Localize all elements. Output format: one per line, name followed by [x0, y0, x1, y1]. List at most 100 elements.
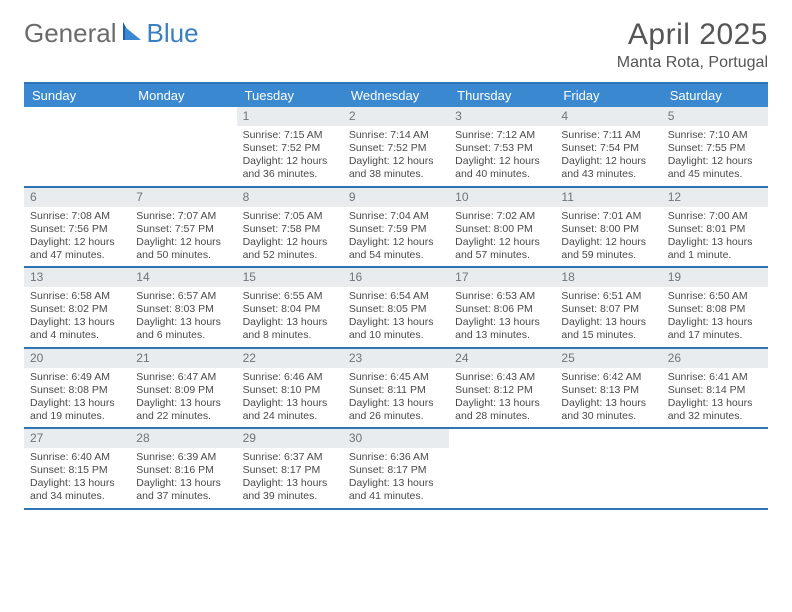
daylight-text: Daylight: 12 hours and 38 minutes.	[349, 155, 443, 181]
day-body: Sunrise: 6:55 AMSunset: 8:04 PMDaylight:…	[237, 287, 343, 347]
day-number: 3	[449, 107, 555, 126]
daylight-text: Daylight: 13 hours and 28 minutes.	[455, 397, 549, 423]
sunset-text: Sunset: 8:05 PM	[349, 303, 443, 316]
day-cell: 26Sunrise: 6:41 AMSunset: 8:14 PMDayligh…	[662, 349, 768, 428]
daylight-text: Daylight: 12 hours and 40 minutes.	[455, 155, 549, 181]
day-body: Sunrise: 6:54 AMSunset: 8:05 PMDaylight:…	[343, 287, 449, 347]
day-number: 11	[555, 188, 661, 207]
weekday-header: Sunday	[24, 84, 130, 107]
daylight-text: Daylight: 13 hours and 13 minutes.	[455, 316, 549, 342]
day-number: 20	[24, 349, 130, 368]
empty-cell	[130, 107, 236, 186]
sunset-text: Sunset: 8:01 PM	[668, 223, 762, 236]
daylight-text: Daylight: 13 hours and 15 minutes.	[561, 316, 655, 342]
daylight-text: Daylight: 12 hours and 52 minutes.	[243, 236, 337, 262]
sunrise-text: Sunrise: 6:55 AM	[243, 290, 337, 303]
day-body: Sunrise: 7:15 AMSunset: 7:52 PMDaylight:…	[237, 126, 343, 186]
sunrise-text: Sunrise: 7:15 AM	[243, 129, 337, 142]
daylight-text: Daylight: 12 hours and 36 minutes.	[243, 155, 337, 181]
day-number: 1	[237, 107, 343, 126]
sunset-text: Sunset: 7:55 PM	[668, 142, 762, 155]
day-number: 5	[662, 107, 768, 126]
sunset-text: Sunset: 8:17 PM	[349, 464, 443, 477]
sunrise-text: Sunrise: 6:54 AM	[349, 290, 443, 303]
day-number: 2	[343, 107, 449, 126]
weeks-container: 1Sunrise: 7:15 AMSunset: 7:52 PMDaylight…	[24, 107, 768, 510]
day-body: Sunrise: 6:43 AMSunset: 8:12 PMDaylight:…	[449, 368, 555, 428]
sunset-text: Sunset: 7:59 PM	[349, 223, 443, 236]
sunset-text: Sunset: 7:52 PM	[243, 142, 337, 155]
empty-cell	[449, 429, 555, 508]
day-body: Sunrise: 7:11 AMSunset: 7:54 PMDaylight:…	[555, 126, 661, 186]
daylight-text: Daylight: 12 hours and 50 minutes.	[136, 236, 230, 262]
sunrise-text: Sunrise: 6:37 AM	[243, 451, 337, 464]
sunset-text: Sunset: 8:07 PM	[561, 303, 655, 316]
day-body: Sunrise: 6:42 AMSunset: 8:13 PMDaylight:…	[555, 368, 661, 428]
day-number: 19	[662, 268, 768, 287]
sunrise-text: Sunrise: 7:02 AM	[455, 210, 549, 223]
day-number: 30	[343, 429, 449, 448]
weekday-header: Wednesday	[343, 84, 449, 107]
day-body: Sunrise: 7:08 AMSunset: 7:56 PMDaylight:…	[24, 207, 130, 267]
day-number: 29	[237, 429, 343, 448]
daylight-text: Daylight: 12 hours and 57 minutes.	[455, 236, 549, 262]
week-row: 20Sunrise: 6:49 AMSunset: 8:08 PMDayligh…	[24, 349, 768, 430]
day-number: 6	[24, 188, 130, 207]
day-cell: 8 Sunrise: 7:05 AMSunset: 7:58 PMDaylight…	[237, 188, 343, 267]
day-cell: 18Sunrise: 6:51 AMSunset: 8:07 PMDayligh…	[555, 268, 661, 347]
page: General Blue April 2025 Manta Rota, Port…	[0, 0, 792, 528]
sunset-text: Sunset: 8:15 PM	[30, 464, 124, 477]
day-body: Sunrise: 6:41 AMSunset: 8:14 PMDaylight:…	[662, 368, 768, 428]
logo-general: General	[24, 18, 117, 49]
day-cell: 16Sunrise: 6:54 AMSunset: 8:05 PMDayligh…	[343, 268, 449, 347]
sunrise-text: Sunrise: 6:39 AM	[136, 451, 230, 464]
day-number: 9	[343, 188, 449, 207]
day-cell: 30Sunrise: 6:36 AMSunset: 8:17 PMDayligh…	[343, 429, 449, 508]
header: General Blue April 2025 Manta Rota, Port…	[24, 18, 768, 72]
sunrise-text: Sunrise: 7:12 AM	[455, 129, 549, 142]
weekday-header: Monday	[130, 84, 236, 107]
sunset-text: Sunset: 8:17 PM	[243, 464, 337, 477]
daylight-text: Daylight: 12 hours and 47 minutes.	[30, 236, 124, 262]
day-cell: 20Sunrise: 6:49 AMSunset: 8:08 PMDayligh…	[24, 349, 130, 428]
day-cell: 7Sunrise: 7:07 AMSunset: 7:57 PMDaylight…	[130, 188, 236, 267]
empty-cell	[555, 429, 661, 508]
day-number: 8	[237, 188, 343, 207]
day-cell: 13Sunrise: 6:58 AMSunset: 8:02 PMDayligh…	[24, 268, 130, 347]
day-cell: 15Sunrise: 6:55 AMSunset: 8:04 PMDayligh…	[237, 268, 343, 347]
sunset-text: Sunset: 7:54 PM	[561, 142, 655, 155]
sunset-text: Sunset: 8:08 PM	[30, 384, 124, 397]
day-body: Sunrise: 6:47 AMSunset: 8:09 PMDaylight:…	[130, 368, 236, 428]
day-cell: 19Sunrise: 6:50 AMSunset: 8:08 PMDayligh…	[662, 268, 768, 347]
sunrise-text: Sunrise: 7:00 AM	[668, 210, 762, 223]
daylight-text: Daylight: 13 hours and 19 minutes.	[30, 397, 124, 423]
sunrise-text: Sunrise: 7:05 AM	[243, 210, 337, 223]
day-cell: 22Sunrise: 6:46 AMSunset: 8:10 PMDayligh…	[237, 349, 343, 428]
day-body: Sunrise: 6:53 AMSunset: 8:06 PMDaylight:…	[449, 287, 555, 347]
day-cell: 28Sunrise: 6:39 AMSunset: 8:16 PMDayligh…	[130, 429, 236, 508]
day-number: 13	[24, 268, 130, 287]
logo-sail-icon	[119, 18, 145, 49]
day-cell: 29Sunrise: 6:37 AMSunset: 8:17 PMDayligh…	[237, 429, 343, 508]
day-number: 23	[343, 349, 449, 368]
sunrise-text: Sunrise: 7:07 AM	[136, 210, 230, 223]
daylight-text: Daylight: 12 hours and 59 minutes.	[561, 236, 655, 262]
daylight-text: Daylight: 13 hours and 30 minutes.	[561, 397, 655, 423]
day-body: Sunrise: 6:36 AMSunset: 8:17 PMDaylight:…	[343, 448, 449, 508]
daylight-text: Daylight: 13 hours and 6 minutes.	[136, 316, 230, 342]
daylight-text: Daylight: 13 hours and 41 minutes.	[349, 477, 443, 503]
day-body: Sunrise: 6:50 AMSunset: 8:08 PMDaylight:…	[662, 287, 768, 347]
day-number: 25	[555, 349, 661, 368]
sunrise-text: Sunrise: 7:04 AM	[349, 210, 443, 223]
sunrise-text: Sunrise: 6:51 AM	[561, 290, 655, 303]
sunset-text: Sunset: 7:58 PM	[243, 223, 337, 236]
day-number: 26	[662, 349, 768, 368]
day-cell: 5Sunrise: 7:10 AMSunset: 7:55 PMDaylight…	[662, 107, 768, 186]
sunset-text: Sunset: 8:09 PM	[136, 384, 230, 397]
day-number: 7	[130, 188, 236, 207]
day-body: Sunrise: 7:12 AMSunset: 7:53 PMDaylight:…	[449, 126, 555, 186]
day-number: 28	[130, 429, 236, 448]
week-row: 13Sunrise: 6:58 AMSunset: 8:02 PMDayligh…	[24, 268, 768, 349]
sunrise-text: Sunrise: 6:58 AM	[30, 290, 124, 303]
sunset-text: Sunset: 8:10 PM	[243, 384, 337, 397]
